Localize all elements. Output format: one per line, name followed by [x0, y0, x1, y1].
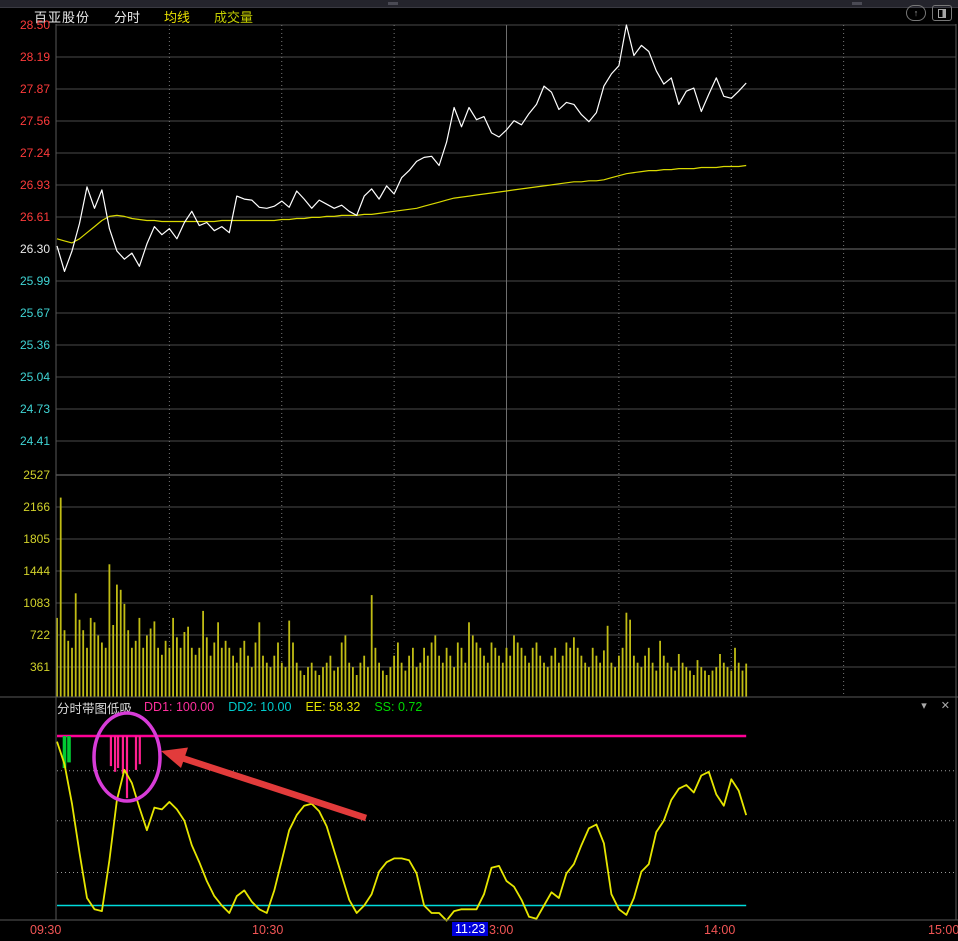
arrow-up-circle-icon: ↑	[913, 8, 919, 18]
price-axis-label: 27.56	[19, 114, 50, 128]
time-axis-label: 09:30	[30, 923, 62, 937]
price-axis-label: 28.19	[19, 50, 50, 64]
maximize-button[interactable]: ↑	[906, 5, 926, 21]
price-axis-label: 27.87	[19, 82, 50, 96]
half-filled-square-icon	[938, 8, 946, 18]
chart-header: 百亚股份 分时 均线 成交量	[0, 8, 958, 25]
top-strip-mark	[388, 2, 398, 5]
volume-axis-label: 361	[29, 660, 50, 674]
indicator-param: SS: 0.72	[374, 700, 423, 714]
indicator-param: DD2: 10.00	[228, 700, 292, 714]
volume-axis-label: 1083	[23, 596, 50, 610]
indicator-header: 分时带图低吸 DD1: 100.00 DD2: 10.00 EE: 58.32 SS:…	[57, 699, 436, 716]
collapse-chevron-icon[interactable]: ▾	[921, 700, 927, 712]
window-controls: ↑	[906, 5, 952, 21]
price-axis-label: 24.41	[19, 434, 50, 448]
stock-name: 百亚股份	[34, 9, 91, 25]
time-axis-label: 15:00	[928, 923, 958, 937]
volume-axis-label: 1805	[23, 532, 50, 546]
tab-intraday[interactable]: 分时	[114, 9, 141, 25]
panel-layout-button[interactable]	[932, 5, 952, 21]
time-axis-label: 3:00	[489, 923, 514, 937]
price-axis-label: 25.99	[19, 274, 50, 288]
indicator-param: EE: 58.32	[305, 700, 361, 714]
price-axis-label: 26.30	[19, 242, 50, 256]
volume-axis-label: 1444	[23, 564, 50, 578]
price-axis-label: 25.36	[19, 338, 50, 352]
price-axis-label: 27.24	[19, 146, 50, 160]
price-axis-label: 25.04	[19, 370, 50, 384]
indicator-title: 分时带图低吸	[57, 701, 133, 716]
time-axis-label: 14:00	[704, 923, 736, 937]
indicator-panel-controls: ▾ ✕	[921, 699, 950, 712]
time-axis-label: 11:23	[452, 922, 489, 936]
top-strip-mark	[852, 2, 862, 5]
time-axis-label: 10:30	[252, 923, 284, 937]
price-axis-label: 25.67	[19, 306, 50, 320]
volume-axis-label: 2166	[23, 500, 50, 514]
indicator-param: DD1: 100.00	[144, 700, 215, 714]
volume-axis-label: 722	[29, 628, 50, 642]
chart-plot-area[interactable]	[56, 24, 956, 920]
price-axis-label: 24.73	[19, 402, 50, 416]
price-axis-label: 26.61	[19, 210, 50, 224]
close-icon[interactable]: ✕	[940, 700, 950, 712]
price-axis-label: 28.50	[19, 18, 50, 32]
volume-axis-label: 2527	[23, 468, 50, 482]
legend-volume[interactable]: 成交量	[214, 9, 254, 25]
legend-ma[interactable]: 均线	[164, 9, 191, 25]
window-top-strip	[0, 0, 958, 8]
price-axis-label: 26.93	[19, 178, 50, 192]
